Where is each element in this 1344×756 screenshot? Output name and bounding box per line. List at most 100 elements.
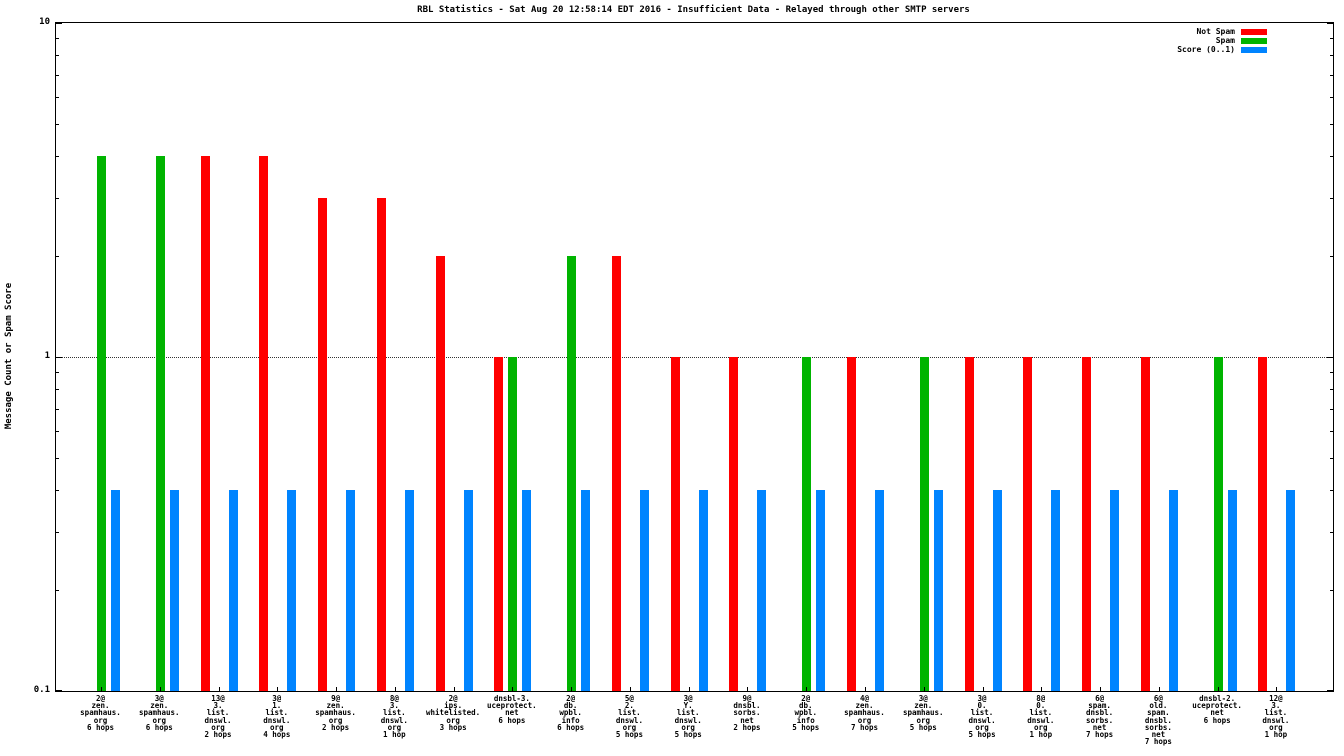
bar-not-spam: [318, 197, 328, 691]
y-axis-major-tick: [1327, 23, 1333, 24]
y-axis-minor-tick: [1330, 489, 1333, 491]
x-axis-tick: [571, 687, 573, 691]
x-tick-label: 5@ 2. list. dnswl. org 5 hops: [615, 694, 643, 740]
x-tick-label: 12@ 3. list. dnswl. org 1 hop: [1262, 694, 1290, 740]
x-tick-label: 9@ zen. spamhaus. org 2 hops: [315, 694, 356, 732]
x-tick-label: 6@ old. spam. dnsbl. sorbs. net 7 hops: [1144, 694, 1172, 747]
x-axis-tick: [806, 687, 808, 691]
bar-not-spam: [435, 256, 445, 691]
x-tick-label: 3@ Y. list. dnswl. org 5 hops: [674, 694, 702, 740]
bar-score: [698, 489, 708, 691]
x-tick-label: 6@ spam. dnsbl. sorbs. net 7 hops: [1086, 694, 1114, 740]
x-axis-tick: [277, 687, 279, 691]
bar-not-spam: [611, 256, 621, 691]
bar-spam: [508, 357, 518, 691]
y-axis-minor-tick: [56, 389, 59, 391]
y-axis-major-tick: [56, 357, 62, 358]
bar-not-spam: [259, 155, 269, 691]
bar-not-spam: [670, 357, 680, 691]
bar-spam: [919, 357, 929, 691]
x-tick-label: 2@ zen. spamhaus. org 6 hops: [80, 694, 121, 732]
bar-score: [1286, 489, 1296, 691]
x-axis-tick: [1276, 687, 1278, 691]
bar-not-spam: [1082, 357, 1092, 691]
bar-score: [1227, 489, 1237, 691]
bar-score: [287, 489, 297, 691]
bar-not-spam: [847, 357, 856, 691]
bar-not-spam: [1023, 357, 1033, 691]
x-axis-tick: [865, 687, 866, 691]
y-axis-minor-tick: [56, 431, 59, 433]
x-axis-tick: [1041, 687, 1043, 691]
legend-swatch-not-spam: [1241, 29, 1267, 35]
x-tick-label: 3@ 1. list. dnswl. org 4 hops: [263, 694, 291, 740]
bar-score: [169, 489, 179, 691]
x-tick-label: 13@ 3. list. dnswl. org 2 hops: [204, 694, 232, 740]
bar-score: [111, 489, 120, 691]
y-axis-minor-tick: [1330, 197, 1333, 199]
x-axis-tick: [982, 687, 984, 691]
bar-not-spam: [964, 357, 974, 691]
x-tick-label: 3@ zen. spamhaus. org 6 hops: [138, 694, 180, 732]
bar-not-spam: [494, 357, 504, 691]
y-axis-major-tick: [1327, 357, 1333, 358]
bar-score: [992, 489, 1002, 691]
x-axis-tick: [453, 687, 455, 691]
legend-item: Score (0..1): [1177, 46, 1267, 54]
y-axis-minor-tick: [1330, 38, 1333, 40]
legend-label: Score (0..1): [1177, 45, 1235, 54]
x-axis-tick: [1100, 687, 1102, 691]
legend-item: Not Spam: [1196, 28, 1267, 36]
y-tick-label: 1: [44, 351, 50, 361]
y-axis-minor-tick: [1330, 408, 1333, 410]
bar-score: [404, 489, 414, 691]
bar-spam: [1213, 357, 1223, 691]
x-axis-tick: [629, 687, 631, 691]
y-axis-minor-tick: [56, 372, 59, 374]
y-axis-minor-tick: [56, 197, 59, 199]
bar-spam: [567, 256, 577, 691]
y-axis-major-tick: [56, 23, 62, 24]
y-axis-minor-tick: [56, 74, 59, 76]
bar-score: [639, 489, 649, 691]
bar-score: [875, 489, 884, 691]
y-axis-minor-tick: [56, 55, 59, 57]
bar-score: [816, 489, 826, 691]
y-axis-minor-tick: [56, 457, 59, 459]
y-axis-minor-tick: [56, 38, 59, 40]
y-axis-minor-tick: [56, 123, 59, 125]
x-tick-label: dnsbl-2. uceprotect. net 6 hops: [1192, 694, 1242, 725]
x-tick-label: 2@ ips. whitelisted. org 3 hops: [426, 694, 481, 732]
x-tick-label: 8@ 0. list. dnswl. org 1 hop: [1027, 694, 1055, 740]
y-axis-minor-tick: [1330, 457, 1333, 459]
x-axis-tick: [747, 687, 749, 691]
bar-score: [581, 489, 591, 691]
x-tick-label: 2@ db. wpbl. info 6 hops: [557, 694, 585, 732]
bar-score: [757, 489, 767, 691]
x-tick-label: 4@ zen. spamhaus. org 7 hops: [844, 694, 885, 732]
y-axis-minor-tick: [1330, 256, 1333, 258]
x-tick-label: 9@ dnsbl. sorbs. net 2 hops: [733, 694, 761, 732]
y-axis-minor-tick: [1330, 389, 1333, 391]
legend: Not Spam Spam Score (0..1): [1177, 28, 1267, 54]
y-axis-major-tick: [1327, 690, 1333, 691]
y-axis-minor-tick: [1330, 97, 1333, 99]
y-axis-minor-tick: [1330, 531, 1333, 533]
y-axis-minor-tick: [1330, 431, 1333, 433]
x-axis-tick: [1158, 687, 1160, 691]
y-axis-minor-tick: [1330, 74, 1333, 76]
chart-title: RBL Statistics - Sat Aug 20 12:58:14 EDT…: [417, 5, 970, 15]
legend-swatch-spam: [1241, 38, 1267, 44]
bar-score: [228, 489, 238, 691]
bar-not-spam: [376, 197, 386, 691]
bar-not-spam: [1140, 357, 1150, 691]
x-axis-tick: [1217, 687, 1219, 691]
bar-score: [1110, 489, 1120, 691]
x-tick-label: dnsbl-3. uceprotect. net 6 hops: [487, 694, 537, 725]
bar-score: [463, 489, 473, 691]
legend-label: Not Spam: [1196, 27, 1235, 36]
x-tick-label: 2@ db. wpbl. info 5 hops: [792, 694, 820, 732]
bar-not-spam: [200, 155, 210, 691]
y-axis-minor-tick: [56, 256, 59, 258]
